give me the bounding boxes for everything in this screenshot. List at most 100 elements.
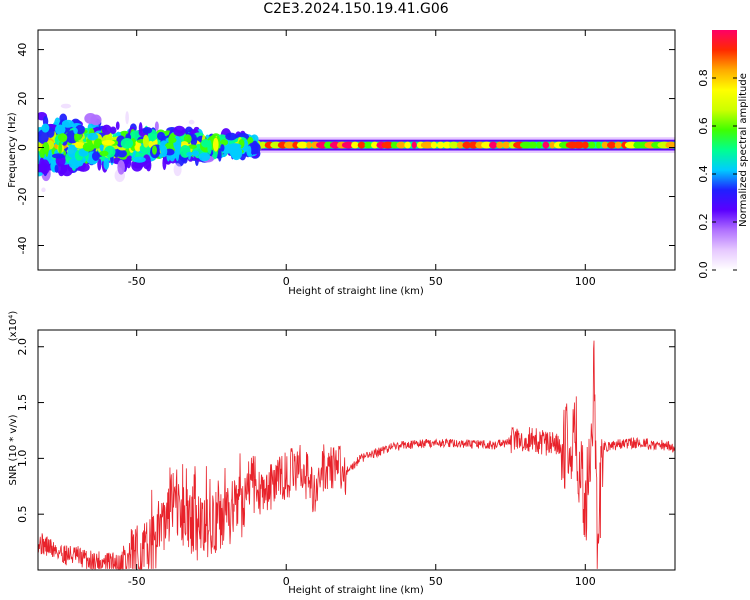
spectrogram-blob — [157, 98, 162, 104]
spectrogram-band-cell — [292, 141, 300, 149]
spectrogram-blob — [233, 188, 243, 200]
spectrogram-blob — [54, 124, 66, 135]
snr-x-axis-label: Height of straight line (km) — [288, 585, 424, 596]
spectrogram-blob — [58, 141, 62, 155]
spectrogram-marks — [38, 76, 675, 217]
spectrogram-blob — [173, 125, 186, 137]
spectrogram-blob — [198, 152, 211, 162]
spectrogram-blob — [103, 158, 110, 170]
spectrogram-band-cell — [430, 141, 438, 149]
spectrogram-band-cell — [601, 141, 609, 149]
spectrogram-blob — [99, 150, 109, 157]
colorbar-label: Normalized spectral amplitude — [738, 73, 749, 227]
spectrogram-band-cell — [448, 141, 459, 149]
spectrogram-blob — [134, 140, 140, 151]
spectrogram-blob — [151, 145, 157, 155]
spectrogram-band-cell — [456, 141, 464, 149]
spectrogram-blob — [169, 137, 177, 143]
spectrogram-band-cell — [665, 141, 675, 149]
spectrogram-x-tick-label: 100 — [575, 275, 596, 288]
spectrogram-blob — [217, 148, 222, 162]
spectrogram-blob — [109, 126, 117, 135]
spectrogram-band-cell — [442, 141, 452, 149]
spectrogram-blob — [183, 134, 192, 144]
snr-background — [38, 330, 675, 570]
spectrogram-blob — [101, 124, 112, 135]
spectrogram-blob — [173, 196, 185, 205]
spectrogram-blob — [142, 126, 153, 134]
spectrogram-blob — [38, 129, 49, 144]
spectrogram-blob — [212, 137, 219, 152]
spectrogram-blob — [87, 132, 99, 141]
spectrogram-band-cell — [481, 141, 493, 149]
spectrogram-blob — [41, 123, 50, 133]
spectrogram-band-cell — [404, 141, 411, 149]
spectrogram-blob — [203, 186, 217, 198]
spectrogram-band-cell — [420, 141, 434, 149]
spectrogram-blob — [142, 134, 149, 148]
snr-series-line — [38, 340, 675, 570]
spectrogram-x-ticks: -50 0 50 100 — [128, 30, 596, 288]
spectrogram-blob — [50, 158, 55, 172]
spectrogram-band-cell — [306, 141, 312, 149]
spectrogram-blob — [90, 114, 102, 126]
spectrogram-blob — [81, 89, 86, 102]
spectrogram-blob — [191, 150, 200, 157]
spectrogram-blob — [74, 142, 86, 149]
spectrogram-blob — [211, 149, 218, 160]
spectrogram-blob — [41, 187, 46, 193]
spectrogram-blob — [154, 121, 159, 132]
spectrogram-blob — [120, 137, 134, 149]
colorbar-gradient — [712, 30, 737, 270]
spectrogram-y-tick-label: 0 — [16, 144, 29, 151]
spectrogram-band-cell — [436, 141, 445, 149]
spectrogram-blob — [247, 145, 252, 156]
spectrogram-band-cell — [296, 141, 308, 149]
spectrogram-blob — [218, 159, 228, 175]
spectrogram-blob — [117, 159, 125, 175]
spectrogram-blob — [91, 151, 100, 161]
snr-y-tick-label: 1.5 — [16, 394, 29, 412]
spectrogram-blob — [156, 131, 166, 141]
spectrogram-band-cell — [607, 141, 617, 149]
spectrogram-y-axis-label: Frequency (Hz) — [7, 112, 18, 188]
spectrogram-blob — [61, 119, 74, 128]
spectrogram-band-cell — [614, 141, 622, 149]
spectrogram-band-cell — [572, 141, 586, 149]
spectrogram-blob — [54, 164, 59, 173]
colorbar-tick-label: 0.0 — [697, 261, 710, 279]
snr-y-tick-label: 2.0 — [16, 338, 29, 356]
spectrogram-blob — [220, 144, 225, 152]
colorbar-tick-label: 0.2 — [697, 213, 710, 231]
spectrogram-blob — [101, 140, 115, 146]
snr-y-tick-label: 1.0 — [16, 450, 29, 468]
spectrogram-blob — [115, 121, 120, 130]
spectrogram-band-cell — [536, 141, 542, 149]
spectrogram-band-cell — [596, 141, 601, 149]
snr-x-tick-label: -50 — [128, 575, 146, 588]
spectrogram-x-tick-label: 50 — [429, 275, 443, 288]
spectrogram-band-cell — [283, 141, 295, 149]
spectrogram-x-tick-label: -50 — [128, 275, 146, 288]
spectrogram-band-cell — [542, 141, 550, 149]
spectrogram-panel: -50 0 50 100 -40 -20 0 20 40 Height of straight… — [7, 29, 676, 297]
spectrogram-blob — [41, 93, 49, 106]
spectrogram-blob — [180, 181, 194, 191]
spectrogram-blob — [188, 144, 197, 149]
figure-title: C2E3.2024.150.19.41.G06 — [263, 1, 449, 17]
spectrogram-blob — [165, 159, 172, 165]
spectrogram-blob — [220, 84, 227, 94]
spectrogram-blob — [58, 170, 65, 177]
spectrogram-y-tick-label: 20 — [16, 92, 29, 106]
spectrogram-band-cell — [588, 141, 596, 149]
spectrogram-x-axis-label: Height of straight line (km) — [288, 286, 424, 297]
spectrogram-blob — [61, 185, 70, 194]
spectrogram-blob — [69, 178, 82, 193]
spectrogram-band-cell — [502, 141, 511, 149]
spectrogram-band-cell — [390, 141, 399, 149]
spectrogram-blob — [116, 149, 127, 158]
spectrogram-blob — [133, 156, 146, 163]
spectrogram-blob — [148, 140, 154, 148]
spectrogram-frame — [37, 29, 676, 271]
